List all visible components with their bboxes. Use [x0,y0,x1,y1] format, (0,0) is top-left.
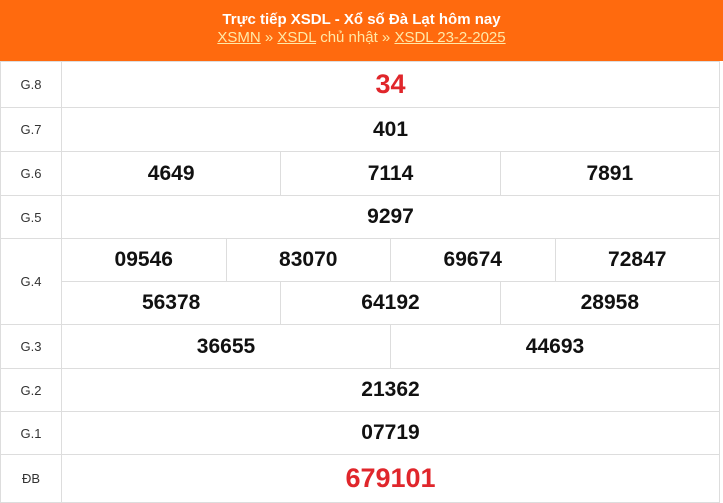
link-xsmn[interactable]: XSMN [217,29,261,46]
prize-value: 44693 [390,325,719,368]
prize-value: 7114 [280,152,499,195]
prize-value: 401 [61,107,720,152]
prize-value: 83070 [225,239,391,281]
prize-value: 7891 [499,152,719,195]
sep: » [260,29,278,46]
row-special: ĐB 679101 [0,454,720,503]
prize-value: 72847 [554,239,720,281]
row-g6: G.6 4649 7114 7891 [0,151,720,196]
weekday-text: chủ nhật [316,29,378,46]
prize-value: 28958 [499,282,719,324]
prize-label: G.4 [0,238,62,325]
prize-label: G.6 [0,151,62,196]
prize-value: 4649 [147,161,195,185]
prize-label: G.7 [0,107,62,152]
prize-value: 9297 [61,195,720,239]
prize-label: G.8 [0,61,62,108]
row-g4: G.4 09546 83070 69674 72847 56378 64192 28958 [0,238,720,325]
prize-value: 07719 [61,411,720,455]
sep: » [377,29,395,46]
results-header: Trực tiếp XSDL - Xổ số Đà Lạt hôm nay XS… [0,0,723,59]
prize-value: 36655 [196,334,256,358]
breadcrumb: XSMN » XSDL chủ nhật » XSDL 23-2-2025 [0,29,723,47]
prize-value: 09546 [114,248,173,271]
link-xsdl[interactable]: XSDL [277,29,317,46]
row-g8: G.8 34 [0,61,720,108]
prize-label: G.3 [0,324,62,369]
prize-label: G.2 [0,368,62,412]
row-g1: G.1 07719 [0,411,720,455]
special-prize-value: 679101 [61,454,720,503]
row-g5: G.5 9297 [0,195,720,239]
row-g3: G.3 36655 44693 [0,324,720,369]
prize-label: G.1 [0,411,62,455]
prize-value: 34 [61,61,720,108]
prize-value: 64192 [280,282,499,324]
prize-label: G.5 [0,195,62,239]
prize-value: 69674 [390,239,555,281]
link-xsdl-date[interactable]: XSDL 23-2-2025 [394,29,506,46]
prize-value: 21362 [61,368,720,412]
results-table: G.8 34 G.7 401 G.6 4649 7114 7891 G.5 9297 G.4… [0,61,720,503]
header-title: Trực tiếp XSDL - Xổ số Đà Lạt hôm nay [222,11,501,28]
prize-value: 56378 [141,291,201,314]
row-g2: G.2 21362 [0,368,720,412]
row-g7: G.7 401 [0,107,720,152]
prize-label: ĐB [0,454,62,503]
header-divider [0,58,723,61]
